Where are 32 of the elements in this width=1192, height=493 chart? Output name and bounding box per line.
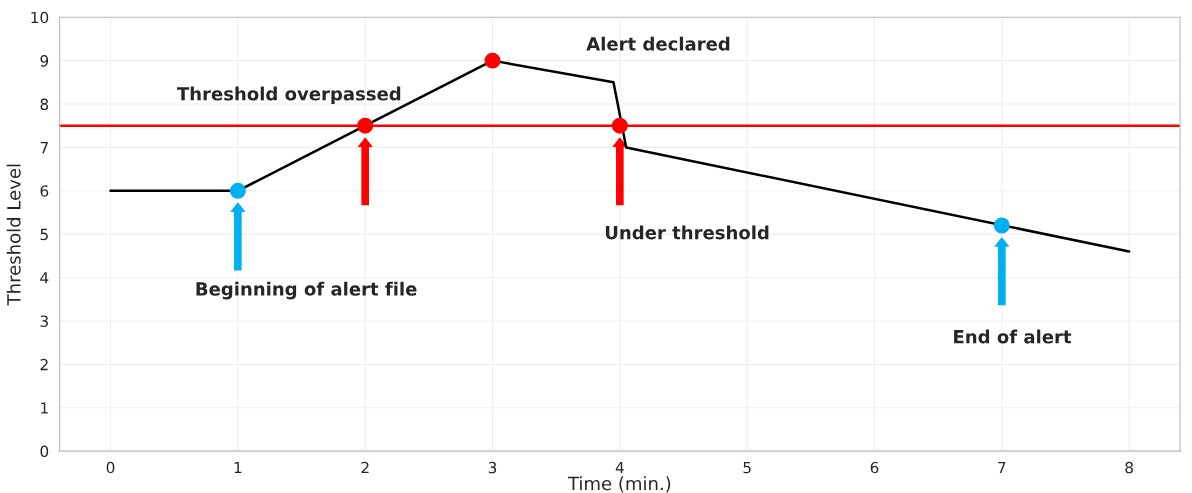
x-tick-label: 1	[234, 461, 242, 474]
y-tick-label: 3	[40, 315, 48, 327]
y-tick-label: 10	[31, 11, 49, 24]
x-tick-label: 3	[488, 461, 497, 474]
y-tick-label: 8	[40, 98, 49, 111]
y-axis-title: Threshold Level	[6, 164, 21, 306]
y-tick-label: 5	[40, 228, 48, 241]
y-tick-label: 2	[40, 358, 48, 371]
y-tick-label: 1	[41, 402, 48, 414]
x-tick-label: 5	[743, 461, 751, 474]
point	[229, 182, 246, 199]
point	[484, 52, 501, 69]
x-tick-label: 0	[106, 461, 115, 474]
y-tick-label: 0	[40, 445, 49, 458]
x-axis-title: Time (min.)	[567, 476, 671, 493]
annotation: Under threshold	[605, 225, 769, 240]
annotation: Alert declared	[586, 36, 730, 51]
x-tick-label: 7	[998, 461, 1006, 474]
y-tick-label: 4	[40, 272, 49, 284]
point	[993, 217, 1010, 234]
point	[357, 117, 374, 134]
x-tick-label: 8	[1125, 461, 1133, 474]
x-tick-label: 6	[870, 461, 879, 474]
y-tick-label: 9	[40, 55, 49, 67]
y-tick-label: 7	[40, 142, 48, 154]
x-tick-label: 4	[615, 461, 624, 474]
annotation: Threshold overpassed	[176, 86, 401, 105]
point	[611, 117, 628, 134]
annotation: Beginning of alert file	[196, 281, 417, 300]
x-tick-label: 2	[361, 461, 369, 474]
annotation: End of alert	[954, 329, 1072, 344]
y-tick-label: 6	[40, 185, 49, 197]
